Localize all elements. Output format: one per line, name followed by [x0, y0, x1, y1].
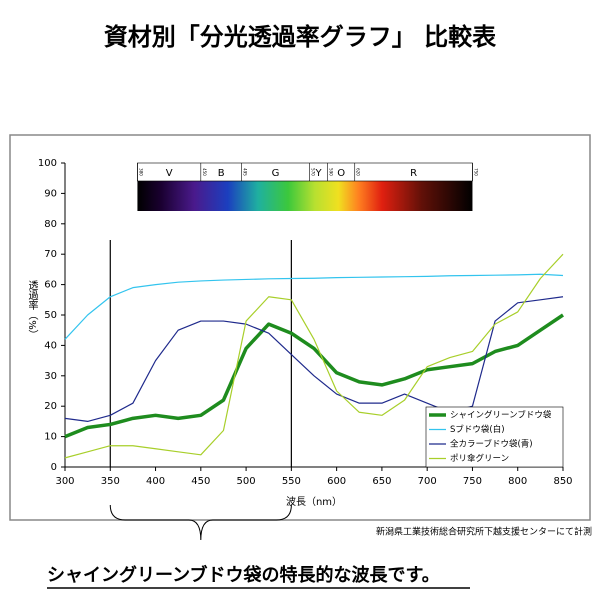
y-tick-label: 20: [44, 401, 57, 412]
spectrum-bound-label: 450: [202, 168, 207, 176]
y-tick-label: 30: [44, 371, 57, 382]
spectrum-bound-label: 590: [329, 168, 334, 176]
series-line: [64, 253, 564, 459]
legend-box: [425, 406, 564, 468]
spectrum-bound-label: 495: [243, 168, 248, 176]
series-line: [64, 296, 564, 422]
spectrum-band-label: G: [272, 168, 280, 179]
y-tick-label: 50: [44, 310, 57, 321]
y-tick-label: 10: [44, 432, 57, 443]
spectrum-bound-label: 750: [473, 168, 478, 176]
y-tick-label: 90: [44, 188, 57, 199]
x-tick-label: 500: [237, 476, 256, 487]
y-tick-label: 60: [44, 280, 57, 291]
y-axis-label: 透過率（%）: [26, 280, 38, 340]
x-tick-label: 400: [146, 476, 165, 487]
spectrum-band-label: Y: [314, 168, 322, 179]
spectrum-bound-label: 570: [310, 168, 315, 176]
series-line: [64, 313, 564, 439]
y-tick-label: 70: [44, 249, 57, 260]
x-tick-label: 550: [282, 476, 301, 487]
x-tick-label: 650: [372, 476, 391, 487]
y-tick-label: 100: [38, 158, 57, 169]
brace: [109, 504, 292, 541]
spectrum-band-label: O: [337, 168, 345, 179]
x-tick-label: 800: [508, 476, 527, 487]
x-tick-label: 350: [101, 476, 120, 487]
x-tick-label: 700: [418, 476, 437, 487]
series-line: [64, 273, 564, 340]
legend-label: Sブドウ袋(白): [450, 424, 505, 435]
legend-label: ポリ傘グリーン: [450, 453, 509, 464]
spectrum-label-strip: [137, 162, 473, 182]
source-note: 新潟県工業技術総合研究所下越支援センターにて計測: [376, 526, 592, 538]
spectrum-band-label: B: [218, 168, 225, 179]
title: 資材別「分光透過率グラフ」 比較表: [104, 23, 497, 51]
x-tick-label: 300: [55, 476, 74, 487]
spectrum-band-label: V: [166, 168, 173, 179]
y-tick-label: 40: [44, 340, 57, 351]
caption: シャイングリーンブドウ袋の特長的な波長です。: [47, 564, 440, 586]
y-tick-label: 80: [44, 219, 57, 230]
y-tick-label: 0: [51, 462, 57, 473]
x-tick-label: 850: [553, 476, 572, 487]
x-tick-label: 600: [327, 476, 346, 487]
legend-label: シャイングリーンブドウ袋: [450, 410, 552, 421]
spectrum-bound-label: 380: [138, 168, 143, 176]
spectrum-band-label: R: [410, 168, 417, 179]
x-tick-label: 450: [191, 476, 210, 487]
chart-frame: [9, 134, 591, 521]
x-tick-label: 750: [463, 476, 482, 487]
legend-label: 全カラーブドウ袋(青): [450, 439, 533, 450]
spectrum-bound-label: 620: [356, 168, 361, 176]
x-axis-label: 波長（nm）: [286, 495, 342, 508]
